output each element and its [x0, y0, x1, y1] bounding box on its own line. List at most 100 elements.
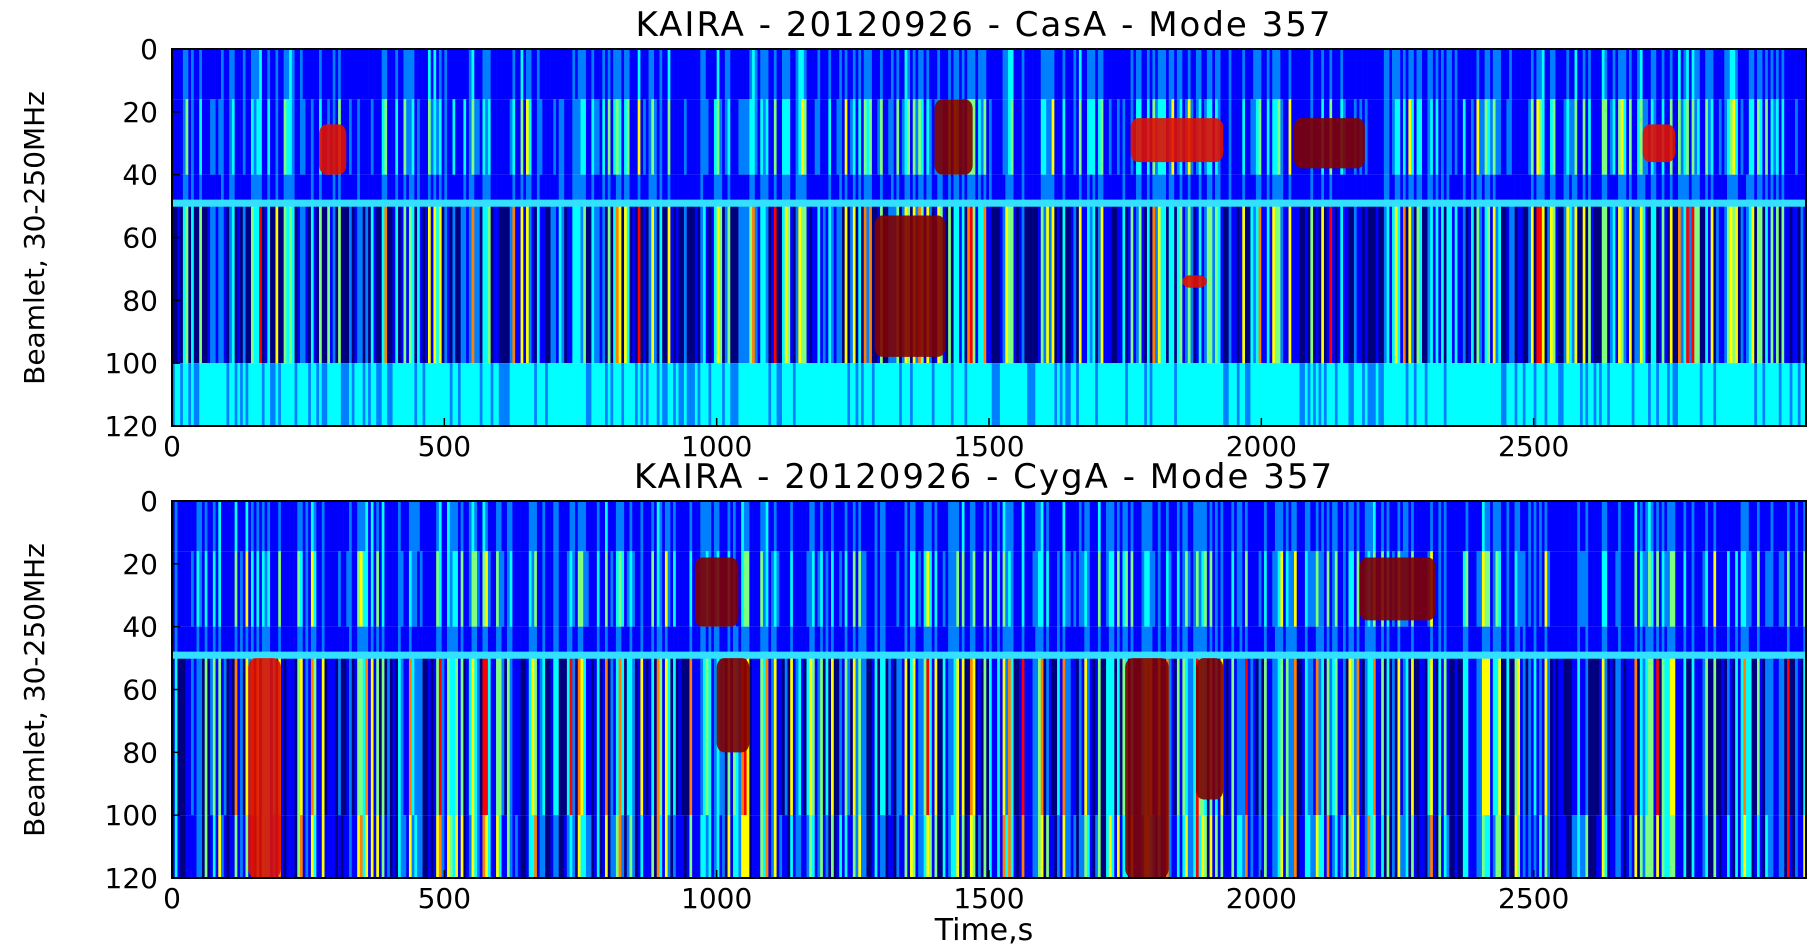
heatmap-cell — [798, 363, 802, 426]
heatmap-cell — [594, 99, 598, 175]
heatmap-cell — [1609, 206, 1613, 364]
heatmap-cell — [370, 501, 374, 552]
heatmap-cell — [782, 49, 786, 100]
heatmap-cell — [817, 363, 821, 426]
heatmap-cell — [327, 551, 331, 627]
heatmap-cell — [332, 551, 336, 627]
heatmap-cell — [1291, 501, 1295, 552]
heatmap-cell — [1786, 174, 1790, 200]
heatmap-cell — [591, 99, 595, 175]
heatmap-cell — [1228, 363, 1232, 426]
heatmap-cell — [1106, 99, 1110, 175]
heatmap-cell — [501, 626, 505, 652]
heatmap-cell — [803, 626, 807, 652]
heatmap-cell — [438, 206, 442, 364]
heatmap-cell — [1637, 174, 1641, 200]
heatmap-cell — [436, 49, 440, 100]
heatmap-cell — [1242, 99, 1246, 175]
heatmap-cell — [1078, 206, 1082, 364]
heatmap-cell — [1525, 501, 1529, 552]
heatmap-cell — [515, 99, 519, 175]
heatmap-cell — [648, 363, 652, 426]
heatmap-cell — [700, 206, 704, 364]
heatmap-cell — [305, 658, 309, 816]
heatmap-cell — [1675, 206, 1679, 364]
heatmap-cell — [1430, 363, 1434, 426]
heatmap-cell — [1402, 206, 1406, 364]
heatmap-cell — [1705, 551, 1709, 627]
heatmap-cell — [436, 99, 440, 175]
heatmap-cell — [634, 551, 639, 627]
heatmap-cell — [1530, 363, 1534, 426]
heatmap-cell — [506, 658, 511, 816]
heatmap-cell — [1626, 551, 1630, 627]
heatmap-cell — [811, 206, 816, 364]
heatmap-cell — [1707, 174, 1712, 200]
heatmap-cell — [569, 658, 573, 816]
heatmap-cell — [811, 99, 816, 175]
heatmap-cell — [1792, 206, 1796, 364]
heatmap-cell — [210, 551, 214, 627]
heatmap-cell — [564, 551, 568, 627]
heatmap-cell — [1010, 363, 1014, 426]
heatmap-cell — [972, 99, 976, 175]
heatmap-cell — [1089, 174, 1093, 200]
heatmap-cell — [455, 501, 459, 552]
heatmap-cell — [585, 99, 589, 175]
heatmap-cell — [1653, 551, 1657, 627]
heatmap-cell — [1244, 49, 1249, 100]
heatmap-cell — [1637, 501, 1641, 552]
heatmap-cell — [643, 174, 647, 200]
heatmap-cell — [1332, 363, 1336, 426]
heatmap-cell — [1078, 49, 1082, 100]
heatmap-cell — [1351, 363, 1355, 426]
heatmap-cell — [536, 501, 540, 552]
heatmap-cell — [1405, 626, 1409, 652]
heatmap-cell — [1571, 206, 1575, 364]
heatmap-cell — [1253, 626, 1257, 652]
heatmap-cell — [1490, 626, 1494, 652]
heatmap-cell — [1089, 363, 1093, 426]
heatmap-cell — [885, 174, 889, 200]
heatmap-cell — [558, 658, 562, 816]
heatmap-cell — [520, 626, 524, 652]
heatmap-cell — [1732, 501, 1736, 552]
heatmap-cell — [618, 626, 622, 652]
heatmap-cell — [493, 99, 497, 175]
heatmap-cell — [324, 174, 328, 200]
heatmap-cell — [1353, 551, 1357, 627]
heatmap-cell — [975, 206, 979, 364]
heatmap-cell — [359, 658, 363, 816]
heatmap-cell — [329, 658, 334, 816]
heatmap-cell — [487, 99, 491, 175]
heatmap-cell — [1111, 174, 1115, 200]
heatmap-cell — [792, 501, 796, 552]
heatmap-cell — [493, 551, 497, 627]
heatmap-cell — [310, 99, 314, 175]
heatmap-cell — [828, 363, 832, 426]
heatmap-cell — [893, 174, 897, 200]
heatmap-cell — [1487, 551, 1491, 627]
heatmap-cell — [1302, 49, 1306, 100]
heatmap-cell — [673, 174, 677, 200]
heatmap-cell — [1100, 551, 1104, 627]
heatmap-cell — [1223, 49, 1227, 100]
heatmap-cell — [218, 551, 222, 627]
heatmap-cell — [907, 174, 911, 200]
heatmap-cell — [1296, 174, 1300, 200]
heatmap-cell — [1509, 626, 1513, 652]
heatmap-cell — [656, 363, 660, 426]
heatmap-cell — [1487, 174, 1491, 200]
heatmap-cell — [1236, 206, 1240, 364]
heatmap-cell — [523, 206, 527, 364]
heatmap-cell — [406, 363, 410, 426]
heatmap-cell — [542, 206, 546, 364]
heatmap-cell — [1375, 206, 1379, 364]
heatmap-cell — [705, 174, 709, 200]
heatmap-cell — [675, 501, 679, 552]
heatmap-cell — [1577, 501, 1581, 552]
heatmap-cell — [1087, 174, 1091, 200]
heatmap-cell — [605, 49, 609, 100]
heatmap-cell — [1544, 99, 1548, 175]
heatmap-cell — [874, 99, 878, 175]
